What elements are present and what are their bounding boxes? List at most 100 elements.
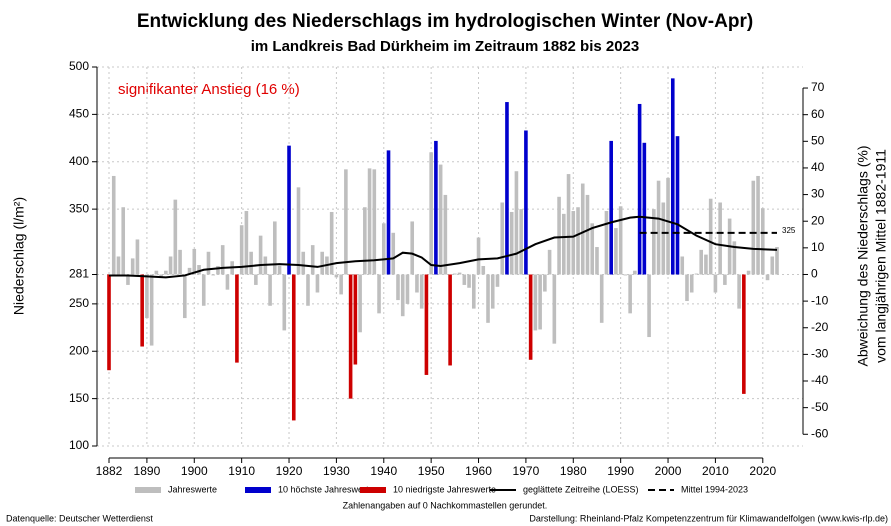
bar [637,103,642,275]
bar [239,225,244,275]
bar [571,211,576,275]
bar [533,274,538,331]
bar [751,180,756,275]
bar [524,130,528,275]
bar [623,274,628,276]
bar [400,274,405,317]
y2-tick-label: 70 [811,80,825,94]
bar [604,211,609,275]
bar [216,265,220,275]
y2-tick-label: 60 [811,107,825,121]
bar [486,274,490,323]
bar [419,274,424,309]
chart-subtitle: im Landkreis Bad Dürkheim im Zeitraum 18… [251,38,640,55]
y-tick-label: 350 [69,201,89,215]
bar [453,273,457,275]
bar [277,265,282,275]
y-tick-label: 250 [69,296,89,310]
bar [746,270,751,275]
bar [135,239,140,275]
bar [173,199,178,275]
credit: Darstellung: Rheinland-Pfalz Kompetenzze… [529,513,888,523]
bar [618,206,623,275]
y-tick-label: 100 [69,438,89,452]
bar [107,274,111,371]
x-tick-label: 1890 [134,464,161,478]
bar [500,202,505,275]
bar [391,232,396,275]
bar [704,254,708,275]
y2-axis-label: Abweichung des Niederschlags (%) [855,146,871,367]
bar [509,211,514,275]
bar [282,274,287,331]
bar [220,245,225,275]
source: Datenquelle: Deutscher Wetterdienst [6,513,153,523]
bar [273,221,277,275]
bar [590,223,595,275]
bar [718,202,722,275]
bar [732,241,737,275]
bar [168,256,173,275]
bar [538,274,542,330]
bar [595,247,599,275]
bar [471,274,476,309]
bar [130,258,135,275]
bar [320,251,324,275]
x-tick-label: 1920 [276,464,303,478]
x-tick-label: 1900 [181,464,208,478]
legend-swatch [360,487,386,493]
bar [609,140,613,275]
x-tick-label: 1910 [228,464,255,478]
bar [197,265,201,275]
legend-label: geglättete Zeitreihe (LOESS) [523,484,639,494]
x-tick-label: 2020 [749,464,776,478]
bar [543,274,547,292]
y2-tick-label: 40 [811,160,825,174]
bar [225,274,230,290]
bar [495,274,500,287]
y2-tick-label: 0 [811,267,818,281]
bar [429,152,433,275]
bar [760,208,765,275]
bar [614,228,618,275]
legend-label: Jahreswerte [168,484,217,494]
bar [770,256,775,275]
bar [358,274,362,333]
bar [652,209,656,275]
bar [348,274,353,399]
y2-tick-label: 20 [811,213,825,227]
bar [438,164,443,275]
bar [249,251,253,275]
x-tick-label: 1882 [96,464,123,478]
y-tick-label: 281 [69,267,89,281]
y2-tick-label: -20 [811,320,829,334]
bar [183,274,187,319]
bar [448,274,452,366]
legend-label: Mittel 1994-2023 [681,484,748,494]
y-tick-label: 200 [69,343,89,357]
bar [633,270,637,275]
bar [562,213,566,275]
bar [344,169,348,275]
annotation: signifikanter Anstieg (16 %) [118,81,300,98]
bar [405,274,410,304]
bar [244,211,249,275]
bar [723,274,727,285]
bar [775,247,779,275]
bar [116,256,121,275]
bar [675,136,680,275]
bar [381,223,386,275]
y2-tick-label: -10 [811,293,829,307]
bar [254,274,258,285]
bar [765,274,770,281]
bar [699,249,703,275]
bar [557,196,561,275]
bar [505,102,509,275]
bar [443,194,448,275]
bar [737,274,741,309]
bar [566,174,571,275]
y-tick-label: 500 [69,59,89,73]
legend-swatch [245,487,271,493]
bar [334,274,339,278]
x-tick-label: 1990 [607,464,634,478]
